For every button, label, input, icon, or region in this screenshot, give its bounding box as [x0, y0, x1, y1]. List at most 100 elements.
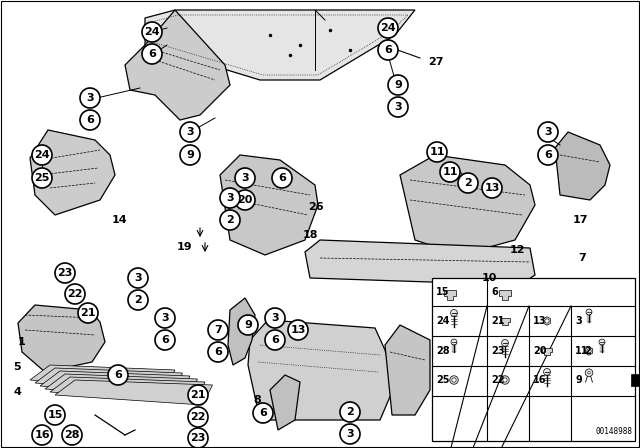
Text: 11: 11 — [575, 346, 589, 356]
Polygon shape — [125, 10, 230, 120]
Circle shape — [500, 376, 509, 384]
Polygon shape — [50, 377, 205, 402]
Text: 25: 25 — [35, 173, 50, 183]
Polygon shape — [248, 320, 395, 420]
Text: 22: 22 — [190, 412, 205, 422]
Circle shape — [80, 110, 100, 130]
Polygon shape — [305, 240, 535, 285]
Text: 17: 17 — [573, 215, 589, 225]
Bar — [432, 278, 635, 441]
Text: 15: 15 — [436, 287, 449, 297]
Circle shape — [503, 378, 507, 382]
Text: 7: 7 — [578, 253, 586, 263]
Polygon shape — [586, 347, 593, 355]
Circle shape — [538, 122, 558, 142]
Text: 3: 3 — [394, 102, 402, 112]
Polygon shape — [55, 380, 212, 405]
Text: 6: 6 — [148, 49, 156, 59]
Text: 9: 9 — [186, 150, 194, 160]
Text: 6: 6 — [278, 173, 286, 183]
Circle shape — [458, 173, 478, 193]
Text: 5: 5 — [13, 362, 20, 372]
Text: 6: 6 — [259, 408, 267, 418]
Circle shape — [188, 385, 208, 405]
Circle shape — [32, 425, 52, 445]
Text: 6: 6 — [214, 347, 222, 357]
Circle shape — [599, 339, 605, 345]
Circle shape — [142, 44, 162, 64]
Circle shape — [450, 376, 458, 384]
Circle shape — [452, 378, 456, 382]
Text: 00148988: 00148988 — [595, 427, 632, 436]
Circle shape — [55, 263, 75, 283]
Text: 21: 21 — [190, 390, 205, 400]
Text: 3: 3 — [226, 193, 234, 203]
Polygon shape — [220, 155, 318, 255]
Text: 3: 3 — [544, 127, 552, 137]
Text: 10: 10 — [482, 273, 497, 283]
Circle shape — [288, 320, 308, 340]
Text: 9: 9 — [575, 375, 582, 385]
Text: 3: 3 — [271, 313, 279, 323]
Circle shape — [585, 369, 593, 377]
Circle shape — [451, 310, 458, 316]
Text: 19: 19 — [177, 242, 193, 252]
Circle shape — [340, 424, 360, 444]
Circle shape — [388, 97, 408, 117]
Text: 12: 12 — [510, 245, 525, 255]
Circle shape — [155, 308, 175, 328]
Circle shape — [588, 371, 590, 374]
Circle shape — [80, 88, 100, 108]
Text: 20: 20 — [533, 346, 547, 356]
Circle shape — [265, 308, 285, 328]
Circle shape — [128, 268, 148, 288]
Text: 11: 11 — [442, 167, 458, 177]
Text: 28: 28 — [436, 346, 450, 356]
Text: 6: 6 — [86, 115, 94, 125]
Circle shape — [378, 18, 398, 38]
Polygon shape — [30, 365, 175, 390]
Circle shape — [440, 162, 460, 182]
Text: 13: 13 — [291, 325, 306, 335]
Circle shape — [62, 425, 82, 445]
Text: 26: 26 — [308, 202, 324, 212]
Text: 24: 24 — [380, 23, 396, 33]
Polygon shape — [444, 290, 456, 300]
Polygon shape — [30, 130, 115, 215]
Polygon shape — [400, 155, 535, 255]
Circle shape — [253, 403, 273, 423]
Text: 4: 4 — [13, 387, 21, 397]
Circle shape — [545, 319, 549, 323]
Text: 2: 2 — [346, 407, 354, 417]
Text: 3: 3 — [241, 173, 249, 183]
Text: 3: 3 — [346, 429, 354, 439]
Polygon shape — [45, 374, 198, 399]
Polygon shape — [542, 348, 552, 355]
Circle shape — [128, 290, 148, 310]
Text: 20: 20 — [237, 195, 253, 205]
Text: 2: 2 — [464, 178, 472, 188]
Circle shape — [238, 315, 258, 335]
Text: 3: 3 — [86, 93, 94, 103]
Text: 16: 16 — [34, 430, 50, 440]
Text: 23: 23 — [58, 268, 73, 278]
Circle shape — [482, 178, 502, 198]
Circle shape — [32, 168, 52, 188]
Circle shape — [587, 349, 591, 353]
Circle shape — [220, 188, 240, 208]
Circle shape — [235, 190, 255, 210]
Text: 6: 6 — [384, 45, 392, 55]
Polygon shape — [270, 375, 300, 430]
Circle shape — [378, 40, 398, 60]
Text: 8: 8 — [253, 395, 260, 405]
Text: 25: 25 — [436, 375, 449, 385]
Text: 3: 3 — [186, 127, 194, 137]
Polygon shape — [555, 132, 610, 200]
Circle shape — [180, 122, 200, 142]
Text: 24: 24 — [144, 27, 160, 37]
Polygon shape — [499, 290, 511, 300]
Circle shape — [155, 330, 175, 350]
Bar — [631, 374, 640, 386]
Circle shape — [32, 145, 52, 165]
Polygon shape — [543, 317, 550, 325]
